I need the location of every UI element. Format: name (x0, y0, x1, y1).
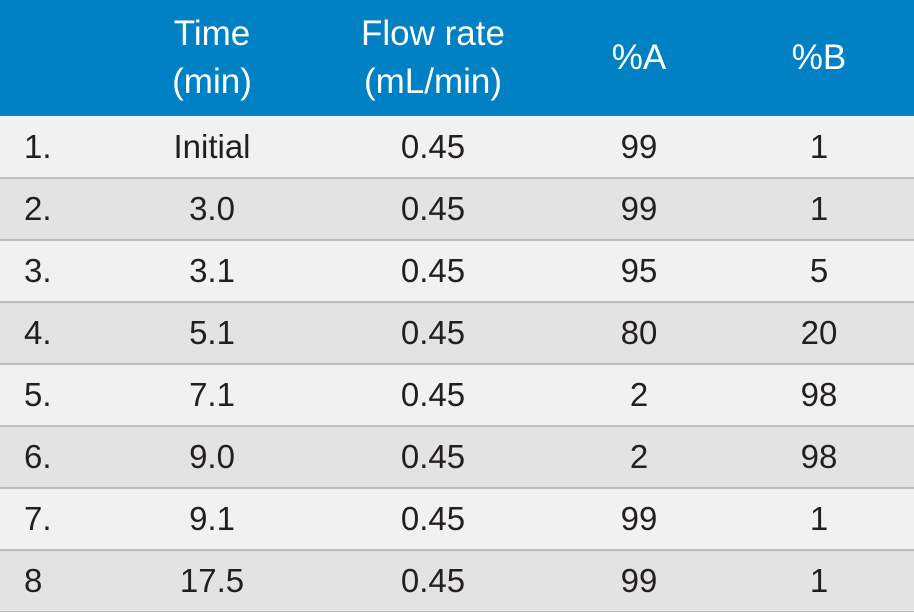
header-percent-a: %A (554, 0, 724, 116)
step-cell: 1. (0, 116, 112, 179)
step-cell: 8 (0, 550, 112, 612)
time-cell: Initial (112, 116, 312, 179)
table-row: 1. Initial 0.45 99 1 (0, 116, 914, 179)
header-step (0, 0, 112, 116)
step-cell: 7. (0, 488, 112, 551)
time-cell: 9.0 (112, 426, 312, 489)
percent-a-cell: 2 (554, 364, 724, 427)
percent-b-cell: 1 (724, 488, 914, 551)
percent-b-cell: 20 (724, 302, 914, 365)
step-cell: 2. (0, 178, 112, 241)
time-cell: 17.5 (112, 550, 312, 612)
header-percent-b: %B (724, 0, 914, 116)
percent-b-cell: 98 (724, 426, 914, 489)
flow-rate-cell: 0.45 (312, 302, 554, 365)
header-time-unit: (min) (172, 62, 252, 101)
flow-rate-cell: 0.45 (312, 116, 554, 179)
table-body: 1. Initial 0.45 99 1 2. 3.0 0.45 99 1 3.… (0, 116, 914, 612)
percent-a-cell: 2 (554, 426, 724, 489)
table-row: 8 17.5 0.45 99 1 (0, 550, 914, 612)
flow-rate-cell: 0.45 (312, 426, 554, 489)
time-cell: 3.1 (112, 240, 312, 303)
flow-rate-cell: 0.45 (312, 240, 554, 303)
flow-rate-cell: 0.45 (312, 550, 554, 612)
percent-a-cell: 99 (554, 550, 724, 612)
header-flow-rate-label: Flow rate (361, 14, 505, 53)
step-cell: 6. (0, 426, 112, 489)
step-cell: 3. (0, 240, 112, 303)
percent-b-cell: 1 (724, 116, 914, 179)
step-cell: 5. (0, 364, 112, 427)
flow-rate-cell: 0.45 (312, 364, 554, 427)
header-time-label: Time (173, 14, 251, 53)
percent-b-cell: 1 (724, 550, 914, 612)
header-row: Time (min) Flow rate (mL/min) %A %B (0, 0, 914, 116)
table-row: 2. 3.0 0.45 99 1 (0, 178, 914, 241)
step-cell: 4. (0, 302, 112, 365)
percent-b-cell: 1 (724, 178, 914, 241)
table-row: 6. 9.0 0.45 2 98 (0, 426, 914, 489)
time-cell: 3.0 (112, 178, 312, 241)
time-cell: 5.1 (112, 302, 312, 365)
percent-b-cell: 5 (724, 240, 914, 303)
table-row: 4. 5.1 0.45 80 20 (0, 302, 914, 365)
percent-a-cell: 99 (554, 116, 724, 179)
percent-a-cell: 80 (554, 302, 724, 365)
flow-rate-cell: 0.45 (312, 488, 554, 551)
percent-a-cell: 99 (554, 488, 724, 551)
percent-b-cell: 98 (724, 364, 914, 427)
header-flow-rate: Flow rate (mL/min) (312, 0, 554, 116)
percent-a-cell: 99 (554, 178, 724, 241)
table-header: Time (min) Flow rate (mL/min) %A %B (0, 0, 914, 116)
table-row: 5. 7.1 0.45 2 98 (0, 364, 914, 427)
table-row: 3. 3.1 0.45 95 5 (0, 240, 914, 303)
time-cell: 7.1 (112, 364, 312, 427)
percent-a-cell: 95 (554, 240, 724, 303)
flow-rate-cell: 0.45 (312, 178, 554, 241)
header-time: Time (min) (112, 0, 312, 116)
table-row: 7. 9.1 0.45 99 1 (0, 488, 914, 551)
time-cell: 9.1 (112, 488, 312, 551)
header-flow-rate-unit: (mL/min) (363, 62, 503, 101)
